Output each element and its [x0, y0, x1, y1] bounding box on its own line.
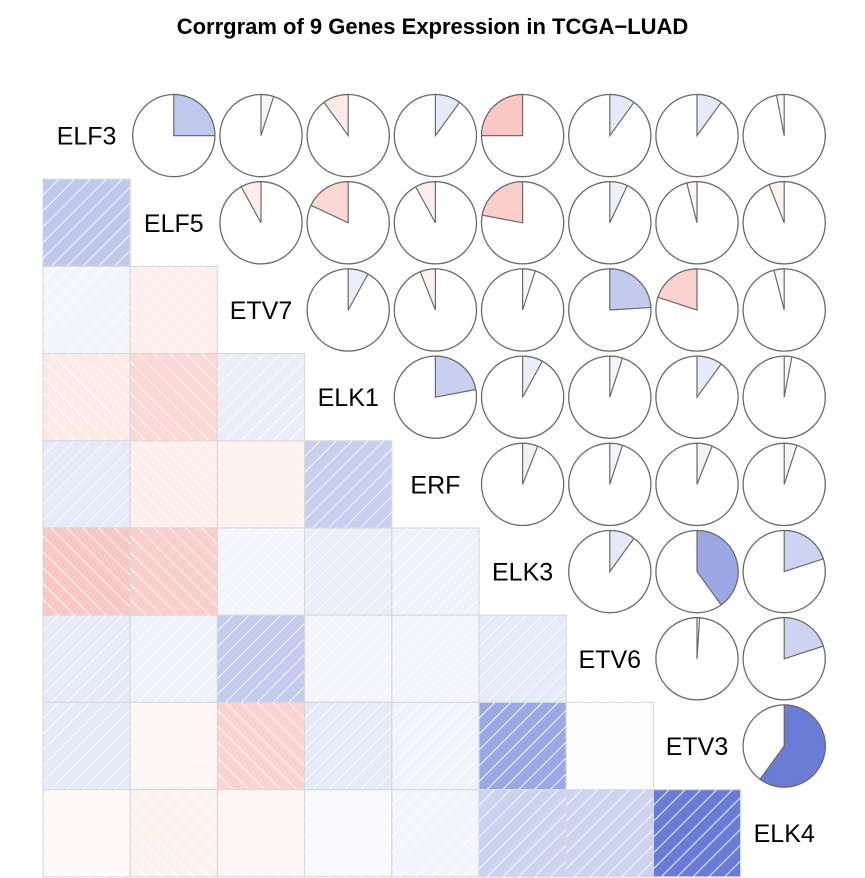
- shade-cell-elk1-etv7: [216, 353, 306, 442]
- pie-cell-elk3-elk4: [742, 529, 826, 614]
- pie-cell-elk1-etv3: [655, 355, 739, 439]
- shade-cell-elk3-elk1: [304, 527, 393, 616]
- pie-cell-elf3-elk3: [480, 93, 565, 178]
- pie-cell-elk1-etv6: [568, 355, 652, 439]
- pie-cell-erf-etv3: [655, 442, 739, 527]
- pie-cell-elf5-erf: [393, 181, 478, 265]
- shade-cell-etv6-elf5: [129, 614, 218, 704]
- shade-cell-etv3-elk3: [478, 701, 567, 791]
- shade-cell-elk4-elf5: [129, 788, 218, 878]
- pie-cell-elf3-erf: [393, 93, 478, 178]
- shade-cell-etv3-elf5: [129, 701, 218, 791]
- diag-label-etv3: ETV3: [666, 733, 729, 761]
- shade-cell-elk4-elf3: [42, 788, 131, 878]
- shade-cell-etv6-elk3: [478, 614, 567, 704]
- shade-cell-etv3-etv7: [216, 701, 306, 791]
- pie-cell-elf3-elf5: [132, 93, 216, 178]
- pie-cell-etv7-elk3: [480, 268, 565, 352]
- pie-cell-elf5-elk1: [306, 181, 390, 265]
- pie-cell-elk1-elk3: [480, 355, 565, 439]
- pie-cell-etv7-erf: [393, 268, 478, 352]
- shade-cell-etv3-erf: [391, 701, 480, 791]
- diag-label-elf5: ELF5: [144, 210, 204, 238]
- shade-cell-etv3-elf3: [42, 701, 131, 791]
- chart-title: Corrgram of 9 Genes Expression in TCGA−L…: [176, 14, 689, 39]
- pie-cell-etv7-etv3: [655, 268, 739, 352]
- pie-cell-etv6-elk4: [742, 617, 826, 701]
- shade-cell-etv6-etv7: [216, 614, 306, 704]
- shade-cell-elk4-elk3: [478, 788, 567, 878]
- pie-cell-etv6-etv3: [655, 617, 739, 701]
- diag-label-elk1: ELK1: [318, 384, 379, 412]
- diag-label-etv7: ETV7: [230, 297, 293, 325]
- pie-cell-elk3-etv3: [655, 529, 739, 614]
- pie-cell-elf5-elk3: [480, 181, 565, 265]
- shade-cell-elk4-elk1: [304, 788, 393, 878]
- shade-cell-etv3-elk1: [304, 701, 393, 791]
- diag-label-elf3: ELF3: [57, 123, 117, 151]
- pie-cell-elf3-etv7: [219, 93, 303, 178]
- shade-cell-etv3-etv6: [565, 701, 655, 791]
- pie-cell-etv3-elk4: [742, 704, 826, 788]
- shade-cell-etv6-erf: [391, 614, 480, 704]
- pie-cell-elf3-etv6: [568, 93, 652, 178]
- diag-label-elk3: ELK3: [492, 559, 553, 587]
- pie-cell-etv7-etv6: [568, 268, 652, 352]
- shade-cell-elk1-elf5: [129, 353, 218, 442]
- shade-cell-elk4-etv7: [216, 788, 306, 878]
- shade-cell-elk4-etv6: [565, 788, 655, 878]
- pie-cell-elk1-elk4: [742, 355, 826, 439]
- shade-cell-etv6-elk1: [304, 614, 393, 704]
- diag-label-erf: ERF: [410, 471, 460, 499]
- shade-cell-elk3-elf5: [129, 527, 218, 616]
- shade-cell-etv7-elf5: [129, 265, 218, 355]
- pie-cell-elk1-erf: [393, 355, 478, 439]
- shade-cell-elk1-elf3: [42, 353, 131, 442]
- pie-cell-etv7-elk4: [742, 268, 826, 352]
- pie-cell-elf5-etv3: [655, 181, 739, 265]
- shade-cell-elk4-etv3: [652, 788, 742, 878]
- pie-cell-elk3-etv6: [568, 529, 652, 614]
- pie-cell-erf-elk4: [742, 442, 826, 527]
- pie-cell-elf3-elk1: [306, 93, 390, 178]
- shade-cell-elk4-erf: [391, 788, 480, 878]
- pie-cell-erf-elk3: [480, 442, 565, 527]
- shade-cell-elk3-elf3: [42, 527, 131, 616]
- pie-cell-elf3-elk4: [742, 93, 826, 178]
- pie-cell-elf5-etv7: [219, 181, 303, 265]
- shade-cell-erf-elf5: [129, 440, 218, 529]
- pie-cell-elf3-etv3: [655, 93, 739, 178]
- pie-cell-elf5-elk4: [742, 181, 826, 265]
- shade-cell-elk3-erf: [391, 527, 480, 616]
- shade-cell-erf-elk1: [304, 440, 393, 529]
- diag-label-elk4: ELK4: [754, 820, 815, 848]
- pie-cell-elf5-etv6: [568, 181, 652, 265]
- pie-cell-etv7-elk1: [306, 268, 390, 352]
- shade-cell-etv6-elf3: [42, 614, 131, 704]
- shade-cell-elf5-elf3: [42, 178, 131, 267]
- shade-cell-erf-etv7: [216, 440, 306, 529]
- shade-cell-etv7-elf3: [42, 265, 131, 355]
- pie-cell-erf-etv6: [568, 442, 652, 527]
- diag-label-etv6: ETV6: [579, 646, 642, 674]
